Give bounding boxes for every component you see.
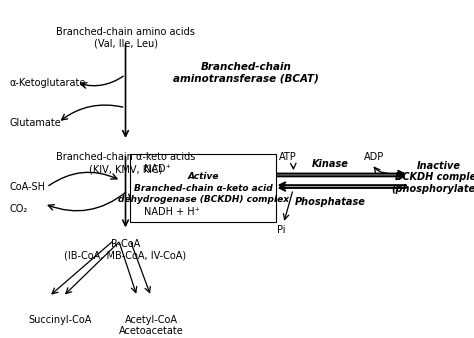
Text: ADP: ADP — [364, 152, 384, 162]
Text: Kinase: Kinase — [311, 159, 348, 169]
Text: Branched-chain α-keto acids
(KIV, KMV, KIC): Branched-chain α-keto acids (KIV, KMV, K… — [56, 152, 195, 174]
FancyBboxPatch shape — [130, 154, 276, 222]
Text: ATP: ATP — [279, 152, 297, 162]
Text: NAD⁺: NAD⁺ — [144, 164, 171, 174]
Text: CO₂: CO₂ — [9, 204, 27, 214]
Text: Pi: Pi — [277, 225, 285, 235]
Text: Acetyl-CoA
Acetoacetate: Acetyl-CoA Acetoacetate — [118, 315, 183, 336]
Text: Active
Branched-chain α-keto acid
dehydrogenase (BCKDH) complex: Active Branched-chain α-keto acid dehydr… — [118, 172, 289, 204]
Text: R-CoA
(IB-CoA, MB-CoA, IV-CoA): R-CoA (IB-CoA, MB-CoA, IV-CoA) — [64, 239, 187, 260]
Text: Glutamate: Glutamate — [9, 118, 61, 128]
Text: Succinyl-CoA: Succinyl-CoA — [29, 315, 92, 325]
Text: CoA-SH: CoA-SH — [9, 182, 46, 192]
Text: Branched-chain amino acids
(Val, Ile, Leu): Branched-chain amino acids (Val, Ile, Le… — [56, 27, 195, 48]
Text: NADH + H⁺: NADH + H⁺ — [144, 207, 200, 217]
Text: Inactive
BCKDH complex
(phosphorylated): Inactive BCKDH complex (phosphorylated) — [391, 161, 474, 194]
Text: Branched-chain
aminotransferase (BCAT): Branched-chain aminotransferase (BCAT) — [173, 62, 319, 84]
Text: α-Ketoglutarate: α-Ketoglutarate — [9, 78, 86, 88]
Text: Phosphatase: Phosphatase — [294, 197, 365, 207]
